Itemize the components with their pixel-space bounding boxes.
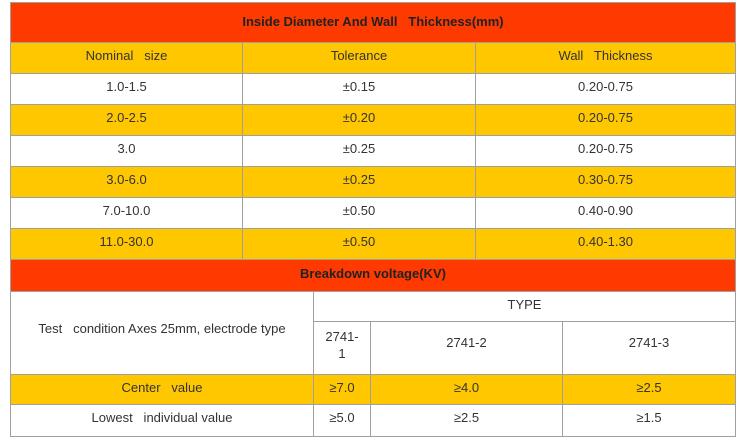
table-cell: 0.30-0.75 [475, 166, 736, 198]
table-cell: 2.0-2.5 [10, 104, 243, 136]
column-header: Tolerance [242, 42, 476, 74]
table-cell: 1.0-1.5 [10, 73, 243, 105]
type-header: 2741-1 [313, 321, 371, 375]
column-header: Wall Thickness [475, 42, 736, 74]
table-cell: 0.40-0.90 [475, 197, 736, 229]
table-cell: ≥2.5 [562, 374, 736, 405]
condition-label: Test condition Axes 25mm, electrode type [10, 291, 314, 375]
row-label: Center value [10, 374, 314, 405]
table-cell: 7.0-10.0 [10, 197, 243, 229]
table-cell: 0.20-0.75 [475, 104, 736, 136]
table-cell: ≥5.0 [313, 404, 371, 437]
type-header: 2741-3 [562, 321, 736, 375]
row-label: Lowest individual value [10, 404, 314, 437]
table-title: Breakdown voltage(KV) [10, 259, 736, 292]
table-cell: 0.40-1.30 [475, 228, 736, 260]
table-cell: ±0.20 [242, 104, 476, 136]
table-cell: ≥2.5 [370, 404, 563, 437]
table-cell: 0.20-0.75 [475, 135, 736, 167]
table-cell: 0.20-0.75 [475, 73, 736, 105]
table-cell: 3.0-6.0 [10, 166, 243, 198]
table-cell: ±0.25 [242, 135, 476, 167]
table-title: Inside Diameter And Wall Thickness(mm) [10, 2, 736, 43]
table-cell: ±0.50 [242, 228, 476, 260]
table-cell: ≥7.0 [313, 374, 371, 405]
table-cell: ≥4.0 [370, 374, 563, 405]
table-cell: ±0.15 [242, 73, 476, 105]
type-label: TYPE [313, 291, 736, 322]
column-header: Nominal size [10, 42, 243, 74]
type-header: 2741-2 [370, 321, 563, 375]
table-cell: ±0.50 [242, 197, 476, 229]
table-cell: ±0.25 [242, 166, 476, 198]
table-cell: 3.0 [10, 135, 243, 167]
table-cell: 11.0-30.0 [10, 228, 243, 260]
table-cell: ≥1.5 [562, 404, 736, 437]
